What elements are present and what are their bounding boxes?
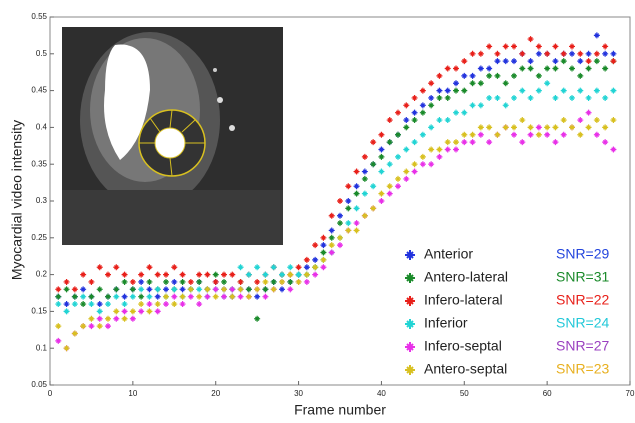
x-tick-label: 50 bbox=[460, 389, 469, 398]
snr-label: SNR=27 bbox=[556, 338, 610, 354]
y-tick-label: 0.3 bbox=[36, 196, 48, 205]
x-tick-label: 70 bbox=[626, 389, 635, 398]
legend-label: Antero-septal bbox=[424, 361, 507, 377]
legend-label: Anterior bbox=[424, 246, 473, 262]
legend-label: Antero-lateral bbox=[424, 269, 508, 285]
chart: Frame number Myocardial video intensity … bbox=[0, 0, 635, 423]
y-tick-label: 0.25 bbox=[31, 233, 47, 242]
y-tick-label: 0.05 bbox=[31, 380, 47, 389]
x-tick-label: 10 bbox=[128, 389, 137, 398]
snr-label: SNR=22 bbox=[556, 292, 610, 308]
snr-label: SNR=23 bbox=[556, 361, 610, 377]
y-tick-label: 0.4 bbox=[36, 123, 48, 132]
snr-label: SNR=31 bbox=[556, 269, 610, 285]
x-tick-label: 0 bbox=[48, 389, 53, 398]
x-axis-label: Frame number bbox=[294, 402, 386, 418]
y-axis-label: Myocardial video intensity bbox=[9, 120, 25, 280]
y-tick-label: 0.15 bbox=[31, 307, 47, 316]
x-tick-label: 40 bbox=[377, 389, 386, 398]
legend-label: Infero-septal bbox=[424, 338, 502, 354]
x-tick-label: 60 bbox=[543, 389, 552, 398]
x-tick-label: 20 bbox=[211, 389, 220, 398]
legend-label: Infero-lateral bbox=[424, 292, 503, 308]
y-tick-label: 0.5 bbox=[36, 49, 48, 58]
y-tick-label: 0.35 bbox=[31, 159, 47, 168]
mri-inset bbox=[62, 27, 283, 245]
y-tick-label: 0.55 bbox=[31, 12, 47, 21]
y-tick-label: 0.1 bbox=[36, 343, 48, 352]
snr-label: SNR=29 bbox=[556, 246, 610, 262]
x-tick-label: 30 bbox=[294, 389, 303, 398]
y-tick-label: 0.2 bbox=[36, 270, 48, 279]
snr-label: SNR=24 bbox=[556, 315, 610, 331]
y-tick-label: 0.45 bbox=[31, 86, 47, 95]
legend-label: Inferior bbox=[424, 315, 468, 331]
